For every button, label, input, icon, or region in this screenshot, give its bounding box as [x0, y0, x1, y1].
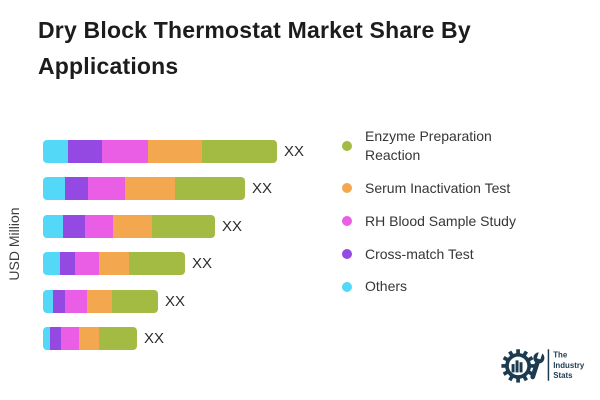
legend-dot-icon	[342, 249, 352, 259]
bar-chart-glyph	[511, 360, 523, 373]
bar-segment-serum-inactivation-test[interactable]	[99, 252, 129, 275]
bar-row: XX	[43, 327, 164, 350]
legend-label: RH Blood Sample Study	[365, 212, 516, 229]
logo-text: The Industry Stats	[553, 351, 585, 380]
bar-value-label: XX	[222, 218, 243, 235]
gear-icon	[501, 349, 535, 383]
legend-dot-icon	[342, 281, 352, 292]
bar-row: XX	[43, 252, 212, 275]
y-axis-label: USD Million	[6, 207, 22, 281]
bar-segment-cross-match-test[interactable]	[53, 290, 65, 313]
bar-segment-enzyme-preparation-reaction[interactable]	[175, 177, 245, 200]
logo-text-line1: The	[553, 351, 568, 360]
logo-divider	[547, 349, 550, 381]
legend-label: Enzyme Preparation Reaction	[365, 128, 492, 163]
legend-item-enzyme-preparation-reaction[interactable]: Enzyme Preparation Reaction	[342, 127, 545, 165]
bar-segment-others[interactable]	[43, 177, 65, 200]
bar-row: XX	[43, 215, 242, 238]
bar-row: XX	[43, 140, 304, 163]
bar-segment-enzyme-preparation-reaction[interactable]	[202, 140, 277, 163]
bar-segment-serum-inactivation-test[interactable]	[148, 140, 202, 163]
legend-item-rh-blood-sample-study[interactable]: RH Blood Sample Study	[342, 212, 545, 231]
bar-segment-others[interactable]	[43, 327, 50, 350]
legend-dot-icon	[342, 183, 352, 194]
bar-segment-others[interactable]	[43, 215, 63, 238]
bar-value-label: XX	[192, 255, 213, 272]
bar-segment-enzyme-preparation-reaction[interactable]	[129, 252, 185, 275]
bar-segment-others[interactable]	[43, 140, 68, 163]
legend-item-others[interactable]: Others	[342, 277, 545, 296]
bar-value-label: XX	[144, 330, 165, 347]
bar-segment-rh-blood-sample-study[interactable]	[85, 215, 113, 238]
wrench-icon	[530, 349, 545, 380]
bar-segment-rh-blood-sample-study[interactable]	[75, 252, 99, 275]
bar-segment-cross-match-test[interactable]	[60, 252, 75, 275]
bar-segment-enzyme-preparation-reaction[interactable]	[99, 327, 137, 350]
legend-dot-icon	[342, 140, 352, 151]
legend-label: Serum Inactivation Test	[365, 179, 511, 196]
stacked-bar	[43, 215, 215, 238]
bar-segment-rh-blood-sample-study[interactable]	[65, 290, 87, 313]
bar-plot: XX XX XX XX XX XX	[43, 140, 373, 355]
bar-segment-cross-match-test[interactable]	[65, 177, 88, 200]
stacked-bar	[43, 290, 158, 313]
legend-label: Others	[365, 278, 408, 295]
bar-value-label: XX	[165, 293, 186, 310]
bar-segment-rh-blood-sample-study[interactable]	[88, 177, 125, 200]
bar-segment-others[interactable]	[43, 252, 60, 275]
bar-segment-serum-inactivation-test[interactable]	[113, 215, 152, 238]
bar-segment-enzyme-preparation-reaction[interactable]	[152, 215, 215, 238]
bar-value-label: XX	[284, 143, 305, 160]
legend-item-cross-match-test[interactable]: Cross-match Test	[342, 245, 545, 264]
stacked-bar	[43, 177, 245, 200]
bar-segment-cross-match-test[interactable]	[68, 140, 102, 163]
bar-segment-rh-blood-sample-study[interactable]	[61, 327, 79, 350]
chart-title: Dry Block Thermostat Market Share By App…	[38, 17, 471, 79]
bar-segment-others[interactable]	[43, 290, 53, 313]
stacked-bar	[43, 252, 185, 275]
legend-item-serum-inactivation-test[interactable]: Serum Inactivation Test	[342, 179, 545, 198]
legend-dot-icon	[342, 216, 352, 227]
bar-segment-serum-inactivation-test[interactable]	[125, 177, 175, 200]
bar-segment-cross-match-test[interactable]	[63, 215, 85, 238]
industry-stats-logo: The Industry Stats	[501, 349, 585, 383]
bar-segment-cross-match-test[interactable]	[50, 327, 61, 350]
logo-text-line2: Industry	[553, 361, 585, 370]
bar-value-label: XX	[252, 180, 273, 197]
bar-row: XX	[43, 177, 272, 200]
bar-segment-serum-inactivation-test[interactable]	[87, 290, 112, 313]
legend-label: Cross-match Test	[365, 245, 474, 262]
legend: Enzyme Preparation Reaction Serum Inactiv…	[342, 127, 545, 296]
logo-text-line3: Stats	[553, 371, 573, 380]
bar-segment-enzyme-preparation-reaction[interactable]	[112, 290, 158, 313]
bar-segment-rh-blood-sample-study[interactable]	[102, 140, 148, 163]
bar-row: XX	[43, 290, 185, 313]
bar-segment-serum-inactivation-test[interactable]	[79, 327, 99, 350]
stacked-bar	[43, 327, 137, 350]
stacked-bar	[43, 140, 277, 163]
